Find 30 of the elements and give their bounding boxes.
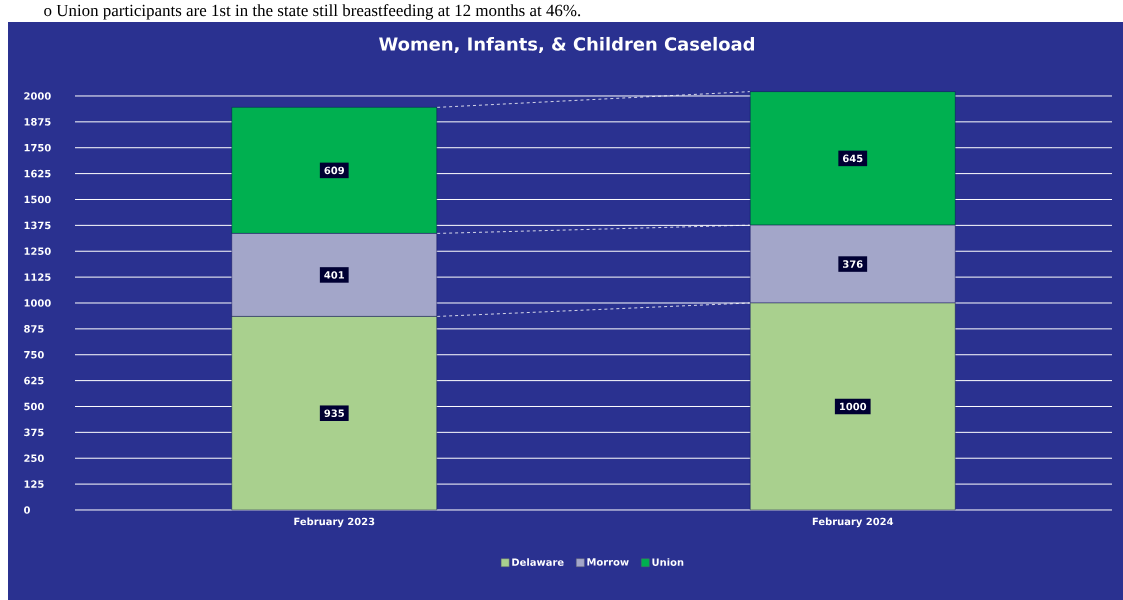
data-label: 645 bbox=[842, 154, 863, 163]
y-tick-label: 1875 bbox=[24, 118, 51, 126]
y-tick-label: 1125 bbox=[24, 273, 51, 281]
chart-title: Women, Infants, & Children Caseload bbox=[379, 36, 754, 54]
y-tick-label: 250 bbox=[24, 454, 44, 462]
data-label: 609 bbox=[324, 166, 345, 175]
y-tick-label: 1625 bbox=[24, 169, 51, 178]
x-tick-label: February 2023 bbox=[294, 517, 375, 528]
y-tick-label: 750 bbox=[24, 350, 44, 359]
data-label: 1000 bbox=[840, 402, 867, 411]
y-tick-label: 1500 bbox=[24, 195, 51, 204]
y-tick-label: 625 bbox=[24, 376, 44, 385]
y-tick-label: 875 bbox=[24, 325, 44, 333]
x-tick-label: February 2024 bbox=[812, 517, 894, 528]
y-tick-label: 1000 bbox=[24, 299, 51, 307]
y-tick-label: 1375 bbox=[24, 221, 51, 230]
y-tick-label: 375 bbox=[24, 428, 44, 437]
y-tick-label: 125 bbox=[24, 480, 44, 488]
data-label: 376 bbox=[843, 260, 863, 268]
y-tick-label: 1250 bbox=[24, 247, 51, 255]
legend-label: Morrow bbox=[587, 558, 629, 566]
data-label: 935 bbox=[324, 409, 344, 417]
y-tick-label: 500 bbox=[24, 402, 44, 411]
data-label: 401 bbox=[324, 271, 344, 279]
y-tick-label: 0 bbox=[24, 506, 30, 514]
y-tick-label: 1750 bbox=[24, 143, 51, 152]
text: o Union participants are 1st in the state still breastfeeding at 12 months at 46%. bbox=[44, 4, 581, 20]
y-tick-label: 2000 bbox=[24, 92, 51, 100]
legend-label: Delaware bbox=[512, 558, 564, 566]
legend-label: Union bbox=[652, 558, 684, 566]
